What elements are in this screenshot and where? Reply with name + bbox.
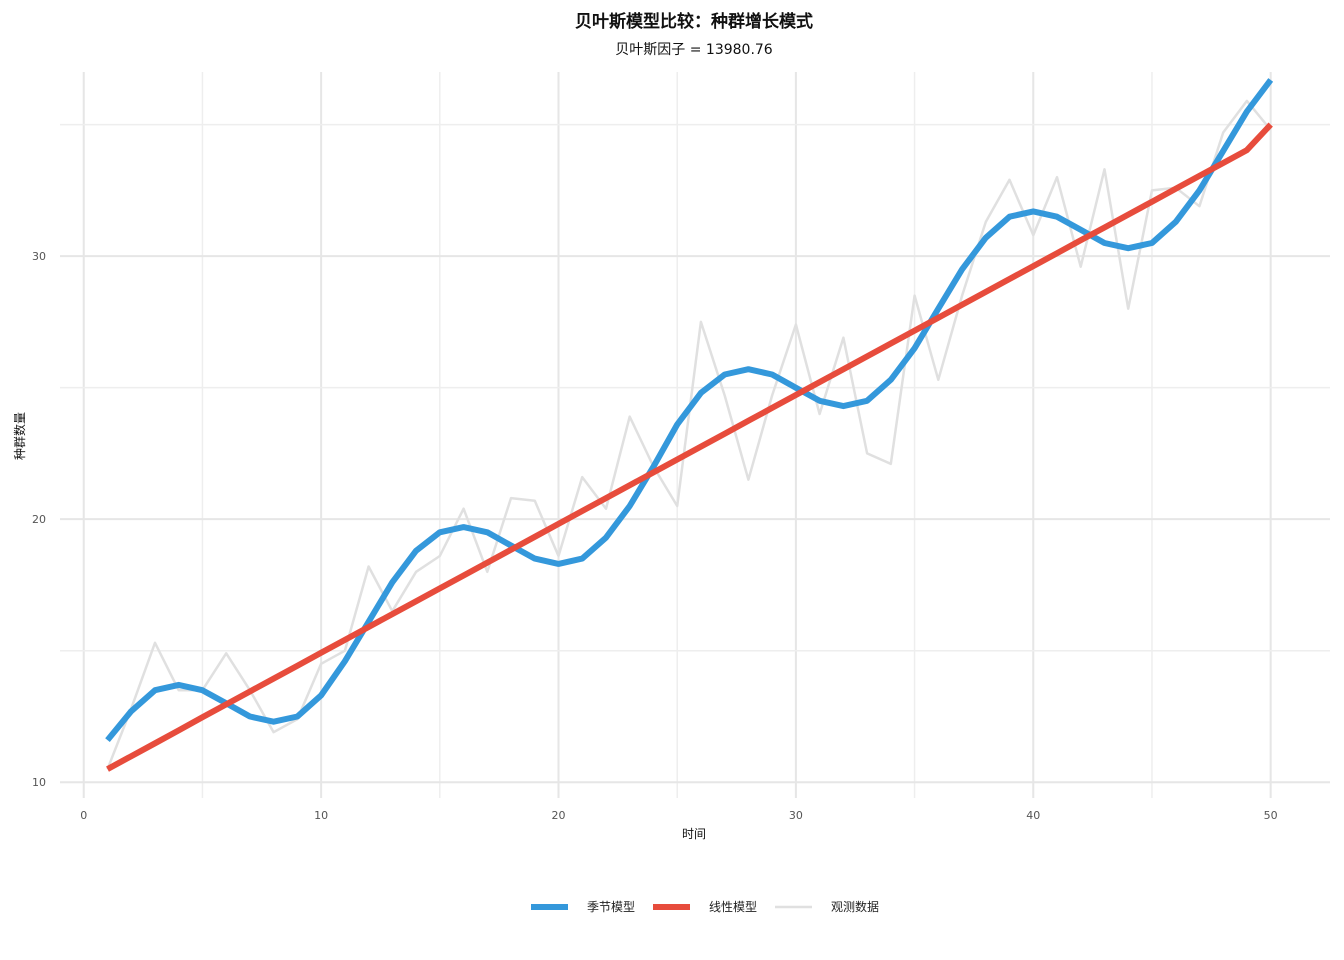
legend-label: 线性模型 [709,900,757,914]
x-tick-label: 50 [1264,809,1278,822]
series-line-linear [106,122,1273,772]
legend: 季节模型 线性模型 观测数据 [531,899,879,914]
legend-label: 观测数据 [831,899,879,914]
y-tick-label: 20 [32,513,46,526]
y-axis-label: 种群数量 [12,412,27,460]
y-tick-label: 10 [32,776,46,789]
grid [60,72,1330,798]
x-tick-label: 10 [314,809,328,822]
series-layer [105,78,1274,772]
series-line-seasonal [105,78,1274,743]
x-axis-label: 时间 [682,827,706,841]
x-tick-label: 20 [552,809,566,822]
tick-labels: 0 10 20 30 40 50 10 20 30 [32,250,1278,822]
legend-label: 季节模型 [587,900,635,914]
y-tick-label: 30 [32,250,46,263]
x-tick-label: 0 [80,809,87,822]
series-line-observed [106,99,1272,770]
x-tick-label: 40 [1026,809,1040,822]
chart-subtitle: 贝叶斯因子 = 13980.76 [615,42,773,58]
chart-title: 贝叶斯模型比较：种群增长模式 [575,11,813,32]
x-tick-label: 30 [789,809,803,822]
